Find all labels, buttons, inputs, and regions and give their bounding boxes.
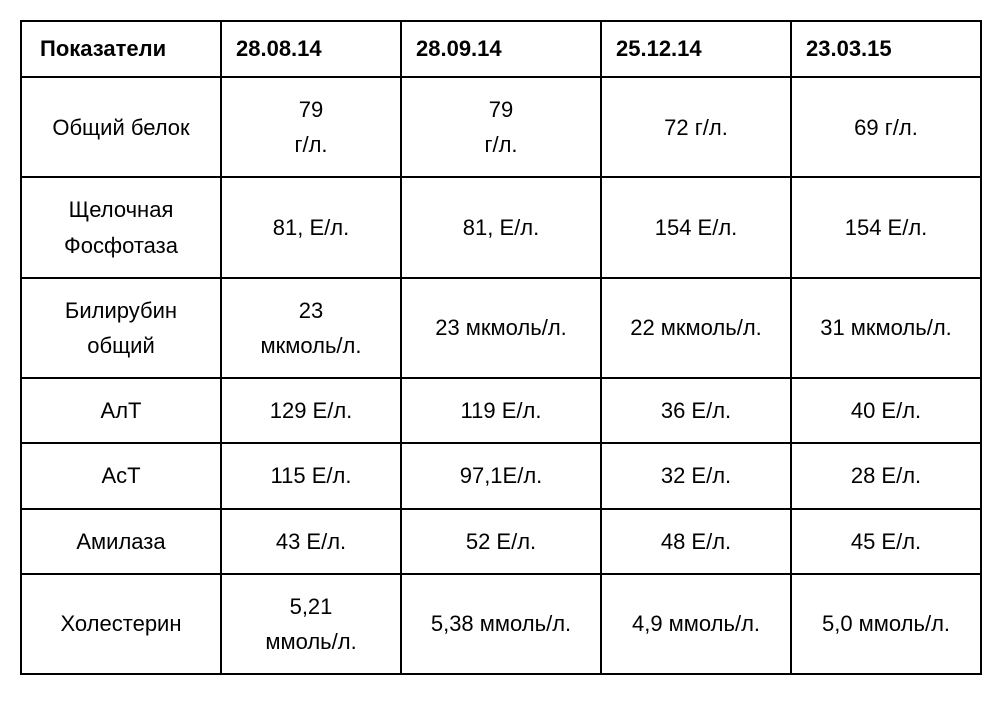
row-value: 48 Е/л. bbox=[601, 509, 791, 574]
row-value: 79г/л. bbox=[401, 77, 601, 177]
row-value: 32 Е/л. bbox=[601, 443, 791, 508]
row-label: АлТ bbox=[21, 378, 221, 443]
row-value: 36 Е/л. bbox=[601, 378, 791, 443]
row-value: 154 Е/л. bbox=[601, 177, 791, 277]
row-value: 52 Е/л. bbox=[401, 509, 601, 574]
table-header-row: Показатели 28.08.14 28.09.14 25.12.14 23… bbox=[21, 21, 981, 77]
row-value: 129 Е/л. bbox=[221, 378, 401, 443]
table-row: АлТ 129 Е/л. 119 Е/л. 36 Е/л. 40 Е/л. bbox=[21, 378, 981, 443]
row-value: 40 Е/л. bbox=[791, 378, 981, 443]
header-indicator: Показатели bbox=[21, 21, 221, 77]
row-value: 22 мкмоль/л. bbox=[601, 278, 791, 378]
row-label: Билирубинобщий bbox=[21, 278, 221, 378]
row-label: Холестерин bbox=[21, 574, 221, 674]
row-label: АсТ bbox=[21, 443, 221, 508]
row-value: 5,38 ммоль/л. bbox=[401, 574, 601, 674]
header-date-1: 28.08.14 bbox=[221, 21, 401, 77]
row-value: 72 г/л. bbox=[601, 77, 791, 177]
row-value: 81, Е/л. bbox=[221, 177, 401, 277]
row-label: ЩелочнаяФосфотаза bbox=[21, 177, 221, 277]
row-value: 81, Е/л. bbox=[401, 177, 601, 277]
row-value: 97,1Е/л. bbox=[401, 443, 601, 508]
row-value: 115 Е/л. bbox=[221, 443, 401, 508]
row-value: 5,0 ммоль/л. bbox=[791, 574, 981, 674]
table-row: Общий белок 79г/л. 79г/л. 72 г/л. 69 г/л… bbox=[21, 77, 981, 177]
lab-results-table: Показатели 28.08.14 28.09.14 25.12.14 23… bbox=[20, 20, 982, 675]
row-value: 23 мкмоль/л. bbox=[401, 278, 601, 378]
row-value: 28 Е/л. bbox=[791, 443, 981, 508]
row-value: 43 Е/л. bbox=[221, 509, 401, 574]
row-value: 154 Е/л. bbox=[791, 177, 981, 277]
table-row: Билирубинобщий 23мкмоль/л. 23 мкмоль/л. … bbox=[21, 278, 981, 378]
header-date-3: 25.12.14 bbox=[601, 21, 791, 77]
row-value: 79г/л. bbox=[221, 77, 401, 177]
row-value: 45 Е/л. bbox=[791, 509, 981, 574]
row-value: 119 Е/л. bbox=[401, 378, 601, 443]
row-value: 23мкмоль/л. bbox=[221, 278, 401, 378]
header-date-4: 23.03.15 bbox=[791, 21, 981, 77]
table-row: Холестерин 5,21ммоль/л. 5,38 ммоль/л. 4,… bbox=[21, 574, 981, 674]
header-date-2: 28.09.14 bbox=[401, 21, 601, 77]
row-value: 69 г/л. bbox=[791, 77, 981, 177]
row-value: 4,9 ммоль/л. bbox=[601, 574, 791, 674]
row-label: Общий белок bbox=[21, 77, 221, 177]
table-row: Амилаза 43 Е/л. 52 Е/л. 48 Е/л. 45 Е/л. bbox=[21, 509, 981, 574]
row-value: 31 мкмоль/л. bbox=[791, 278, 981, 378]
table-row: АсТ 115 Е/л. 97,1Е/л. 32 Е/л. 28 Е/л. bbox=[21, 443, 981, 508]
row-value: 5,21ммоль/л. bbox=[221, 574, 401, 674]
table-row: ЩелочнаяФосфотаза 81, Е/л. 81, Е/л. 154 … bbox=[21, 177, 981, 277]
row-label: Амилаза bbox=[21, 509, 221, 574]
